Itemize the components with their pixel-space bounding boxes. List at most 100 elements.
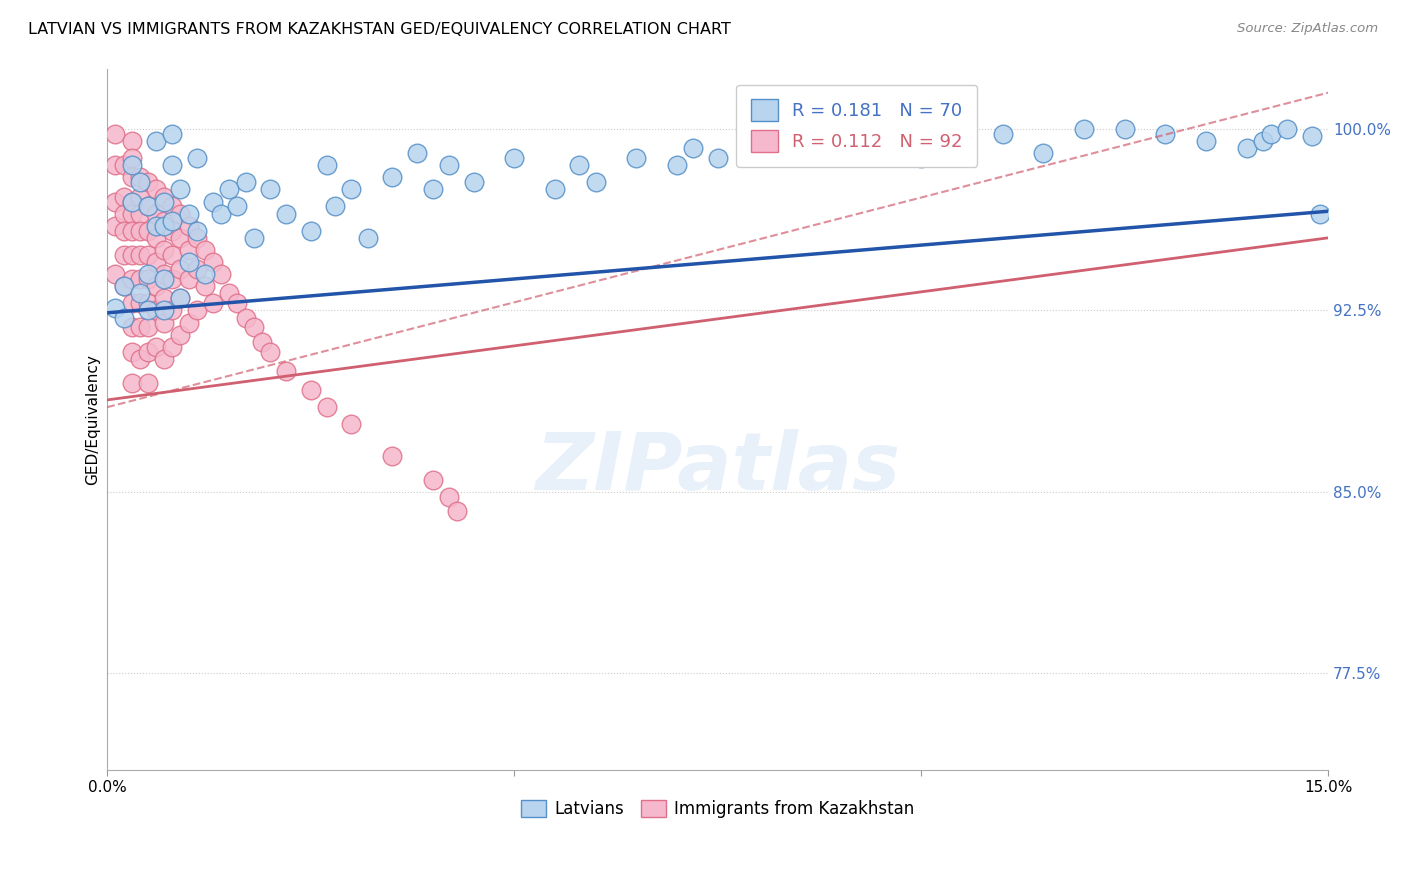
Point	[568, 158, 591, 172]
Point	[169, 182, 191, 196]
Point	[128, 351, 150, 366]
Point	[145, 255, 167, 269]
Point	[121, 376, 143, 390]
Point	[136, 320, 159, 334]
Point	[186, 151, 208, 165]
Point	[136, 175, 159, 189]
Point	[1309, 207, 1331, 221]
Point	[299, 383, 322, 397]
Point	[128, 248, 150, 262]
Point	[340, 417, 363, 431]
Point	[145, 303, 167, 318]
Point	[209, 267, 232, 281]
Point	[112, 190, 135, 204]
Point	[276, 364, 298, 378]
Point	[194, 267, 217, 281]
Point	[153, 219, 176, 233]
Point	[626, 151, 648, 165]
Point	[186, 224, 208, 238]
Point	[666, 158, 689, 172]
Point	[1032, 146, 1054, 161]
Point	[136, 303, 159, 318]
Point	[422, 182, 444, 196]
Point	[153, 351, 176, 366]
Point	[194, 243, 217, 257]
Point	[177, 272, 200, 286]
Y-axis label: GED/Equivalency: GED/Equivalency	[86, 354, 100, 484]
Point	[136, 199, 159, 213]
Point	[128, 190, 150, 204]
Point	[104, 158, 127, 172]
Point	[145, 182, 167, 196]
Point	[136, 376, 159, 390]
Point	[169, 231, 191, 245]
Text: ZIPatlas: ZIPatlas	[536, 429, 900, 508]
Point	[585, 175, 607, 189]
Point	[162, 340, 184, 354]
Point	[1073, 122, 1095, 136]
Point	[128, 272, 150, 286]
Point	[235, 175, 257, 189]
Point	[121, 320, 143, 334]
Point	[136, 267, 159, 281]
Point	[136, 224, 159, 238]
Point	[357, 231, 380, 245]
Point	[145, 279, 167, 293]
Point	[162, 224, 184, 238]
Point	[121, 158, 143, 172]
Point	[177, 243, 200, 257]
Point	[112, 310, 135, 325]
Point	[162, 199, 184, 213]
Point	[153, 303, 176, 318]
Point	[250, 334, 273, 349]
Point	[121, 224, 143, 238]
Point	[162, 127, 184, 141]
Point	[544, 182, 567, 196]
Point	[1277, 122, 1299, 136]
Point	[1154, 127, 1177, 141]
Point	[145, 340, 167, 354]
Point	[340, 182, 363, 196]
Point	[405, 146, 427, 161]
Point	[1114, 122, 1136, 136]
Point	[991, 127, 1014, 141]
Point	[162, 272, 184, 286]
Point	[169, 327, 191, 342]
Point	[276, 207, 298, 221]
Point	[145, 134, 167, 148]
Point	[153, 267, 176, 281]
Point	[112, 279, 135, 293]
Point	[869, 134, 891, 148]
Point	[162, 158, 184, 172]
Point	[226, 199, 249, 213]
Point	[112, 279, 135, 293]
Text: Source: ZipAtlas.com: Source: ZipAtlas.com	[1237, 22, 1378, 36]
Point	[323, 199, 346, 213]
Point	[218, 286, 240, 301]
Point	[463, 175, 485, 189]
Point	[186, 262, 208, 277]
Point	[153, 190, 176, 204]
Point	[128, 286, 150, 301]
Point	[169, 291, 191, 305]
Point	[162, 303, 184, 318]
Point	[299, 224, 322, 238]
Point	[503, 151, 526, 165]
Point	[121, 170, 143, 185]
Point	[145, 231, 167, 245]
Point	[128, 320, 150, 334]
Point	[706, 151, 728, 165]
Point	[828, 141, 851, 155]
Point	[145, 219, 167, 233]
Point	[209, 207, 232, 221]
Point	[202, 255, 225, 269]
Point	[121, 194, 143, 209]
Point	[1195, 134, 1218, 148]
Point	[186, 231, 208, 245]
Point	[112, 248, 135, 262]
Point	[104, 301, 127, 315]
Point	[169, 291, 191, 305]
Point	[136, 296, 159, 310]
Point	[145, 207, 167, 221]
Point	[121, 344, 143, 359]
